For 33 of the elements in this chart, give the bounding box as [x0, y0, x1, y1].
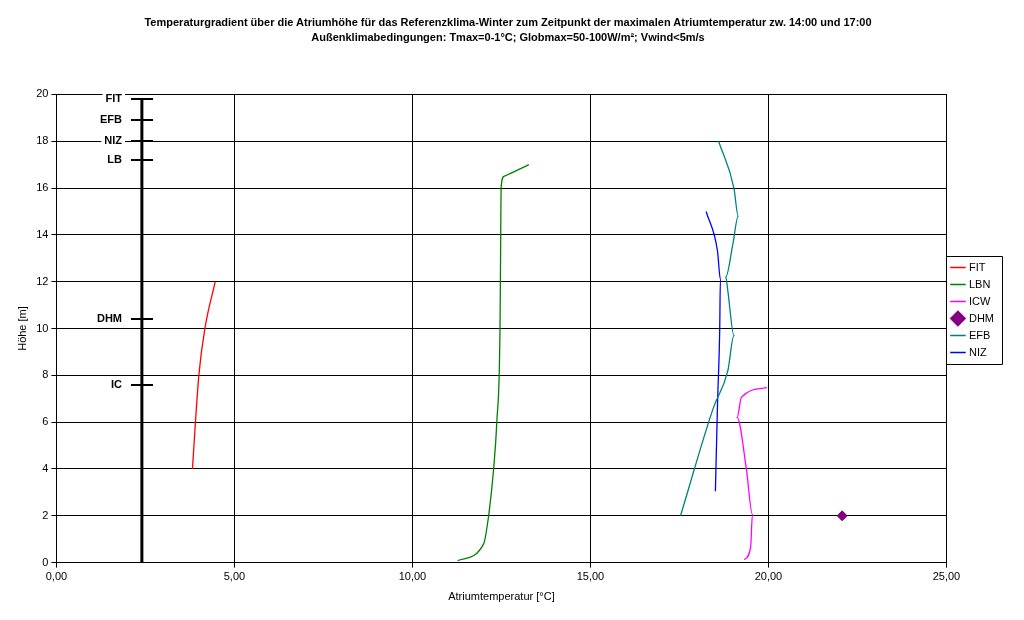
- annotation: LB: [107, 153, 123, 166]
- x-tick-label: 0,00: [45, 570, 68, 583]
- x-axis-title: Atriumtemperatur [°C]: [448, 590, 555, 603]
- y-tick-label: 10: [36, 321, 49, 334]
- y-tick-label: 0: [42, 555, 49, 568]
- y-tick-label: 6: [42, 415, 49, 428]
- y-tick-label: 2: [42, 508, 49, 521]
- annotation: FIT: [105, 92, 123, 105]
- y-tick-label: 8: [42, 368, 49, 381]
- annotation: IC: [111, 378, 123, 391]
- y-tick-label: 12: [36, 274, 49, 287]
- legend-label: NIZ: [968, 345, 987, 358]
- x-tick-label: 15,00: [576, 570, 605, 583]
- y-axis-title: Höhe [m]: [15, 306, 28, 351]
- x-tick-label: 25,00: [932, 570, 961, 583]
- y-tick-label: 16: [36, 181, 49, 194]
- x-tick-label: 20,00: [754, 570, 783, 583]
- legend-label: FIT: [968, 260, 986, 273]
- y-tick-label: 18: [36, 134, 49, 147]
- chart-subtitle: Außenklimabedingungen: Tmax=0-1°C; Globmax=50-100W/m²; Vwind<5m/s: [311, 30, 705, 43]
- y-tick-label: 4: [42, 461, 49, 474]
- legend-label: EFB: [968, 328, 991, 341]
- x-tick-label: 5,00: [223, 570, 246, 583]
- y-tick-label: 20: [36, 87, 49, 100]
- y-tick-label: 14: [36, 227, 49, 240]
- annotation: EFB: [100, 113, 123, 126]
- legend-label: ICW: [968, 294, 991, 307]
- legend-label: LBN: [968, 277, 991, 290]
- chart-title: Temperaturgradient über die Atriumhöhe für das Referenzklima-Winter zum Zeitpunkt der maximalen Atriumtemperatur zw. 14:00 und 17:00: [144, 15, 872, 28]
- x-tick-label: 10,00: [398, 570, 427, 583]
- annotation: NIZ: [104, 134, 123, 147]
- annotation: DHM: [96, 312, 122, 325]
- legend-label: DHM: [968, 311, 995, 324]
